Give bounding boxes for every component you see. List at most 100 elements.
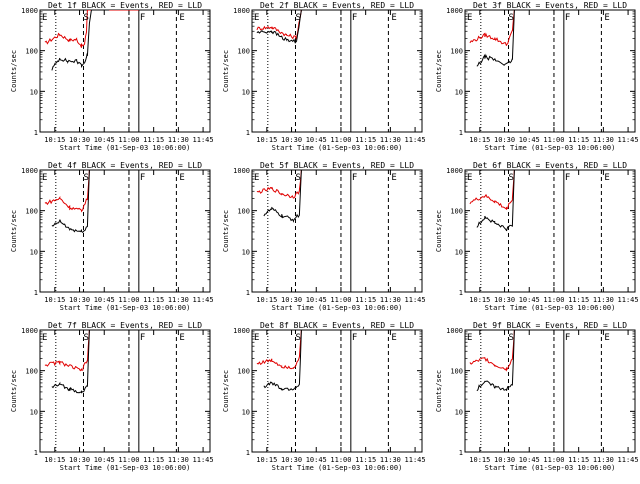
phase-marker-label: E — [467, 13, 472, 23]
x-tick-label: 11:15 — [143, 456, 164, 464]
phase-marker-label: S — [84, 13, 89, 23]
panel-8: Det 8f BLACK = Events, RED = LLD 1 10 100 10… — [222, 321, 426, 472]
phase-marker-label: F — [352, 333, 357, 343]
y-tick-label: 1 — [34, 289, 38, 297]
y-tick-label: 1 — [459, 289, 463, 297]
phase-marker-label: S — [509, 173, 514, 183]
y-axis-label: Counts/sec — [435, 50, 443, 92]
series-line-lld — [469, 10, 554, 46]
y-tick-label: 1 — [34, 449, 38, 457]
x-tick-label: 10:45 — [519, 296, 540, 304]
series-group — [469, 170, 554, 232]
x-tick-label: 10:15 — [256, 296, 277, 304]
plot-frame — [464, 169, 636, 293]
series-line-lld — [469, 170, 554, 211]
x-tick-label: 10:30 — [69, 456, 90, 464]
y-tick-label: 1000 — [446, 167, 463, 175]
series-group — [44, 10, 139, 71]
y-tick-label: 10 — [30, 408, 38, 416]
panel-2: Det 2f BLACK = Events, RED = LLD 1 10 100 10… — [222, 1, 426, 152]
phase-marker-label: E — [179, 333, 184, 343]
panel-title: Det 4f BLACK = Events, RED = LLD — [48, 161, 202, 170]
panel-4: Det 4f BLACK = Events, RED = LLD 1 10 100 10… — [10, 161, 214, 312]
x-tick-label: 10:30 — [494, 136, 515, 144]
x-axis-label: Start Time (01-Sep-03 10:06:00) — [60, 144, 191, 152]
panel-9: Det 9f BLACK = Events, RED = LLD 1 10 100 10… — [435, 321, 639, 472]
x-tick-label: 11:30 — [380, 136, 401, 144]
x-tick-label: 11:00 — [330, 136, 351, 144]
x-tick-label: 11:00 — [543, 296, 564, 304]
y-axis-label: Counts/sec — [222, 50, 230, 92]
series-line-events — [263, 170, 341, 223]
x-tick-label: 10:15 — [44, 296, 65, 304]
y-tick-label: 1000 — [233, 7, 250, 15]
y-tick-label: 100 — [237, 48, 250, 56]
phase-marker-label: F — [565, 173, 570, 183]
y-tick-label: 10 — [242, 408, 250, 416]
y-tick-label: 100 — [450, 368, 463, 376]
y-tick-label: 1000 — [446, 7, 463, 15]
panel-title: Det 8f BLACK = Events, RED = LLD — [260, 321, 414, 330]
phase-marker-label: E — [391, 333, 396, 343]
y-axis-label: Counts/sec — [435, 370, 443, 412]
y-axis-label: Counts/sec — [10, 370, 18, 412]
series-line-events — [476, 330, 554, 392]
phase-marker-label: F — [352, 173, 357, 183]
panel-3: Det 3f BLACK = Events, RED = LLD 1 10 100 10… — [435, 1, 639, 152]
series-line-events — [51, 330, 129, 394]
x-tick-label: 11:30 — [380, 296, 401, 304]
phase-marker-label: S — [84, 333, 89, 343]
x-tick-label: 10:45 — [306, 296, 327, 304]
phase-marker-label: S — [509, 13, 514, 23]
y-tick-label: 100 — [450, 48, 463, 56]
series-group — [256, 170, 341, 223]
x-tick-label: 11:15 — [355, 136, 376, 144]
x-tick-label: 11:30 — [168, 456, 189, 464]
phase-marker-label: S — [296, 13, 301, 23]
x-tick-label: 10:15 — [256, 456, 277, 464]
x-tick-label: 11:30 — [168, 136, 189, 144]
panel-5: Det 5f BLACK = Events, RED = LLD 1 10 100 10… — [222, 161, 426, 312]
x-axis-label: Start Time (01-Sep-03 10:06:00) — [485, 144, 616, 152]
plot-frame — [251, 9, 423, 133]
x-tick-label: 11:45 — [618, 296, 639, 304]
series-group — [256, 10, 351, 44]
series-line-lld — [256, 170, 341, 199]
x-axis-label: Start Time (01-Sep-03 10:06:00) — [272, 464, 403, 472]
series-line-events — [476, 10, 554, 67]
y-tick-label: 10 — [242, 248, 250, 256]
panel-title: Det 1f BLACK = Events, RED = LLD — [48, 1, 202, 10]
x-tick-label: 11:45 — [193, 296, 214, 304]
plot-frame — [39, 169, 211, 293]
series-line-lld — [256, 10, 351, 40]
y-tick-label: 100 — [237, 368, 250, 376]
x-tick-label: 10:15 — [469, 136, 490, 144]
panel-7: Det 7f BLACK = Events, RED = LLD 1 10 100 10… — [10, 321, 214, 472]
x-tick-label: 10:45 — [94, 296, 115, 304]
x-tick-label: 10:30 — [281, 296, 302, 304]
x-tick-label: 11:15 — [568, 456, 589, 464]
plot-frame — [251, 329, 423, 453]
phase-marker-label: E — [604, 333, 609, 343]
x-tick-label: 10:45 — [94, 136, 115, 144]
series-group — [256, 330, 341, 391]
plot-frame — [251, 169, 423, 293]
series-line-lld — [44, 10, 139, 48]
series-line-events — [476, 170, 554, 232]
phase-marker-label: E — [391, 13, 396, 23]
phase-marker-label: F — [140, 13, 145, 23]
series-group — [44, 330, 129, 394]
panel-1: Det 1f BLACK = Events, RED = LLD 1 10 100 10… — [10, 1, 214, 152]
series-line-events — [51, 170, 129, 233]
x-tick-label: 10:15 — [44, 136, 65, 144]
x-tick-label: 11:30 — [593, 136, 614, 144]
phase-marker-label: E — [254, 13, 259, 23]
y-tick-label: 1000 — [21, 7, 38, 15]
x-tick-label: 10:30 — [281, 456, 302, 464]
phase-marker-label: E — [42, 333, 47, 343]
y-tick-label: 1000 — [233, 167, 250, 175]
phase-marker-label: E — [254, 173, 259, 183]
x-tick-label: 11:30 — [380, 456, 401, 464]
x-tick-label: 11:15 — [568, 296, 589, 304]
x-tick-label: 11:00 — [543, 136, 564, 144]
